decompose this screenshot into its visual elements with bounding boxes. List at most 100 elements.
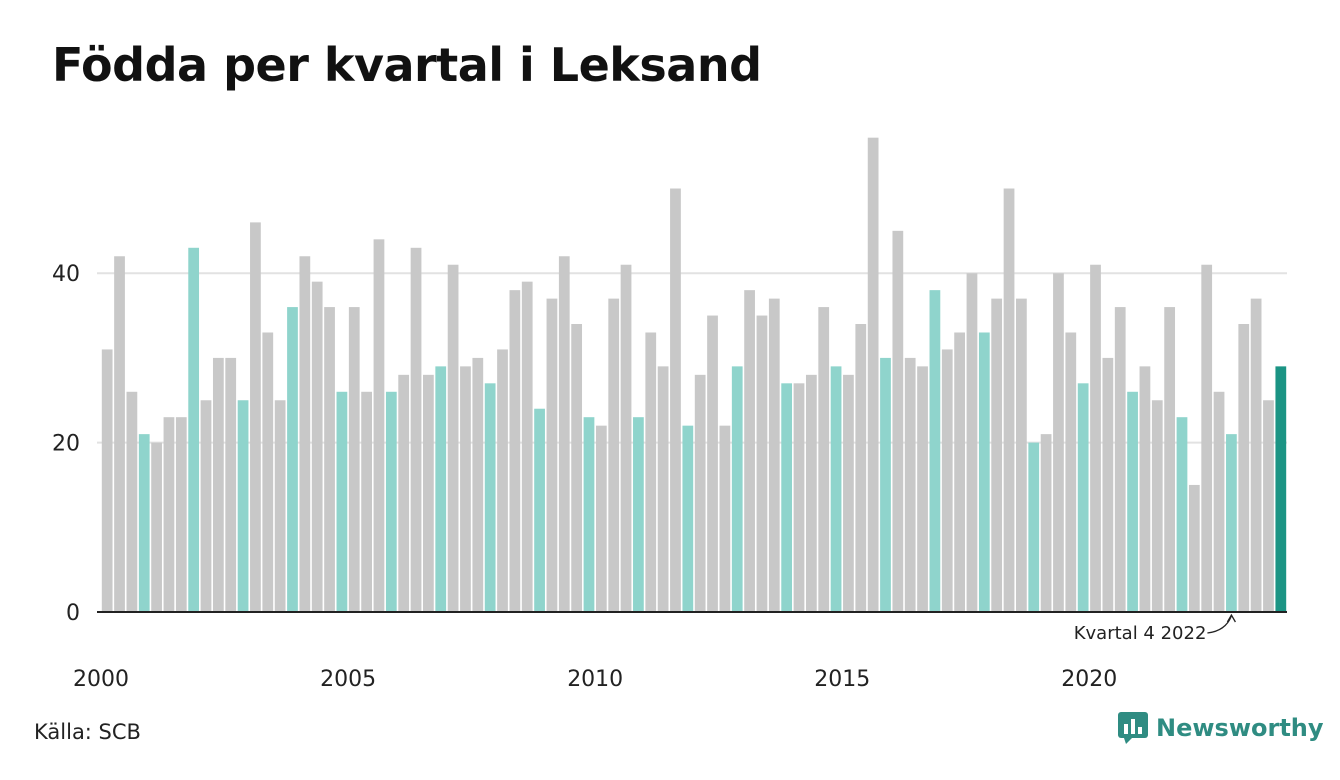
- bar: [188, 247, 200, 613]
- bar: [546, 298, 558, 612]
- bar: [608, 298, 620, 612]
- bar: [163, 417, 175, 612]
- bar: [670, 188, 681, 612]
- bar: [447, 264, 459, 612]
- bar: [373, 239, 385, 612]
- bar: [324, 307, 335, 612]
- bar: [707, 315, 718, 612]
- bar: [423, 374, 434, 612]
- bar: [781, 383, 793, 612]
- bar: [793, 383, 805, 612]
- bar: [1065, 332, 1077, 612]
- bar: [472, 357, 484, 612]
- bar: [126, 391, 138, 612]
- bar: [867, 137, 879, 612]
- bar: [311, 281, 323, 612]
- annotation-label: Kvartal 4 2022: [1074, 623, 1207, 644]
- bar: [237, 400, 249, 612]
- bar: [1188, 484, 1200, 612]
- bar: [1139, 366, 1151, 612]
- bar: [595, 425, 607, 612]
- bar: [1003, 188, 1015, 612]
- bar: [1053, 273, 1064, 612]
- bar: [1151, 400, 1163, 612]
- bar: [843, 374, 854, 612]
- bar: [1016, 298, 1027, 612]
- bar: [744, 290, 755, 612]
- bar: [1275, 366, 1287, 612]
- x-tick-label: 2020: [1061, 667, 1117, 692]
- bar: [880, 357, 891, 612]
- bar: [274, 400, 286, 612]
- bar: [1102, 357, 1114, 612]
- bar: [620, 264, 632, 612]
- x-tick-label: 2015: [814, 667, 870, 692]
- bar: [1238, 324, 1250, 612]
- bar: [460, 366, 471, 612]
- bar: [1213, 391, 1225, 612]
- bar: [497, 349, 508, 612]
- newsworthy-logo-icon: [1118, 712, 1148, 744]
- bar: [1114, 307, 1126, 612]
- bar: [954, 332, 965, 612]
- annotation-arrow: [1207, 615, 1233, 634]
- bar: [1127, 391, 1138, 612]
- bar: [731, 366, 743, 612]
- bar: [929, 290, 941, 612]
- bar: [101, 349, 113, 612]
- brand-name: Newsworthy: [1156, 714, 1324, 742]
- bar: [212, 357, 224, 612]
- bar: [509, 290, 521, 612]
- bar: [151, 442, 162, 612]
- bar: [262, 332, 274, 612]
- bar: [1028, 442, 1040, 612]
- bar: [818, 307, 830, 612]
- bar: [805, 374, 817, 612]
- x-tick-label: 2005: [320, 667, 376, 692]
- x-tick-label: 2010: [567, 667, 623, 692]
- bar: [756, 315, 768, 612]
- bar: [398, 374, 410, 612]
- bar: [645, 332, 657, 612]
- bar: [287, 307, 298, 612]
- bar: [583, 417, 595, 612]
- bar: [299, 256, 311, 612]
- bar: [1226, 434, 1237, 612]
- bar: [138, 434, 150, 612]
- bar: [521, 281, 533, 612]
- bar: [1176, 417, 1188, 612]
- bar: [830, 366, 842, 612]
- bar: [892, 230, 904, 612]
- bar: [484, 383, 496, 612]
- bar: [385, 391, 397, 612]
- bar: [719, 425, 731, 612]
- bar: [904, 357, 916, 612]
- bar: [175, 417, 187, 612]
- bar: [571, 324, 583, 612]
- bar: [348, 307, 360, 612]
- bar: [1201, 264, 1213, 612]
- bar: [534, 408, 545, 612]
- source-label: Källa: SCB: [34, 720, 141, 744]
- bar: [558, 256, 570, 612]
- bar: [200, 400, 212, 612]
- bar: [114, 256, 125, 612]
- bar: [966, 273, 978, 612]
- bar: [1263, 400, 1274, 612]
- annotation-arrowhead: [1226, 613, 1236, 623]
- bar: [225, 357, 237, 612]
- bar: [991, 298, 1003, 612]
- bar: [1077, 383, 1089, 612]
- bar: [435, 366, 447, 612]
- y-tick-label: 20: [52, 432, 80, 457]
- x-tick-label: 2000: [73, 667, 129, 692]
- bar: [657, 366, 669, 612]
- bar: [768, 298, 780, 612]
- bar: [694, 374, 706, 612]
- brand-logo: Newsworthy: [1118, 712, 1324, 744]
- bar: [361, 391, 372, 612]
- bar: [336, 391, 348, 612]
- bar: [978, 332, 990, 612]
- bar: [633, 417, 644, 612]
